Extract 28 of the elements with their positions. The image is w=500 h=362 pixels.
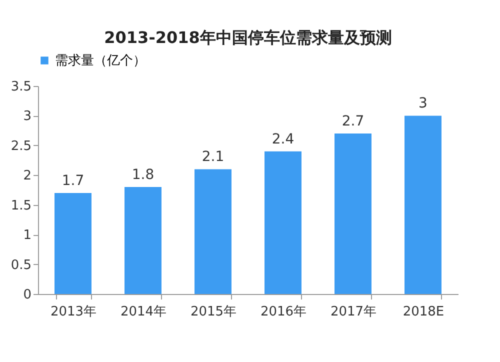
data-label: 1.7	[62, 172, 84, 189]
y-tick-label: 0	[23, 288, 32, 302]
data-label: 2.1	[202, 149, 224, 166]
bar	[264, 151, 302, 294]
bar	[194, 169, 232, 294]
data-label: 1.8	[132, 167, 154, 184]
bar	[124, 187, 162, 294]
y-tick-label: 3	[23, 109, 32, 124]
x-tick-label: 2014年	[120, 304, 167, 320]
y-tick-label: 2.5	[10, 138, 32, 154]
x-tick-label: 2015年	[190, 304, 237, 320]
y-tick-label: 1	[23, 228, 32, 244]
legend-label: 需求量（亿个）	[55, 54, 146, 68]
x-tick-label: 2017年	[330, 304, 377, 320]
y-tick-label: 3.5	[10, 80, 32, 94]
bar	[334, 134, 372, 294]
chart-title: 2013-2018年中国停车位需求量及预测	[104, 28, 392, 47]
y-tick-label: 0.5	[10, 258, 32, 273]
x-tick-label: 2018E	[402, 304, 444, 320]
x-tick-label: 2013年	[50, 304, 97, 320]
x-tick-label: 2016年	[260, 304, 307, 320]
data-label: 2.4	[272, 131, 294, 148]
y-tick-label: 2	[23, 168, 32, 184]
bar	[404, 116, 442, 294]
data-label: 2.7	[342, 114, 364, 130]
y-tick-label: 1.5	[10, 198, 32, 214]
bar	[54, 192, 92, 294]
data-label: 3	[418, 96, 428, 112]
